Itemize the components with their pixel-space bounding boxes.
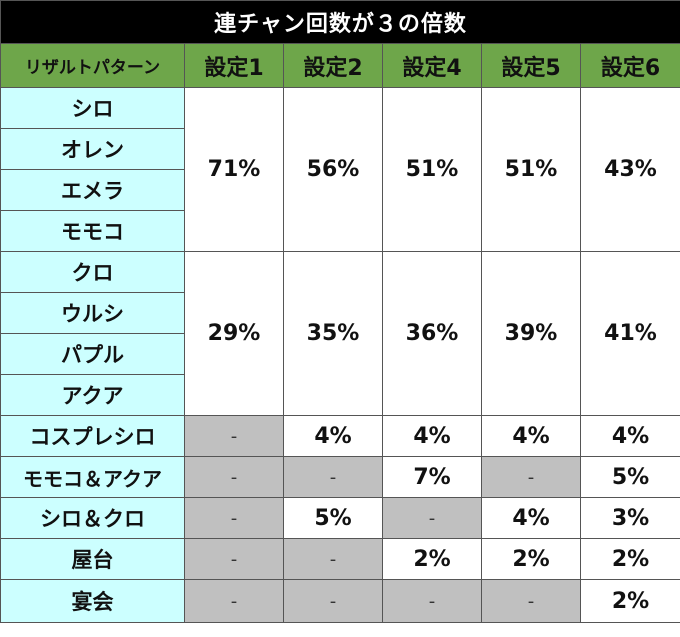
value-cell: 36% [382, 251, 482, 416]
value-cell: - [481, 456, 581, 498]
setting-header-6: 設定6 [580, 43, 680, 88]
value-cell: 43% [580, 87, 680, 252]
value-cell: - [481, 579, 581, 623]
value-cell: 4% [382, 415, 482, 457]
table-row: モモコ＆アクア - - 7% - 5% [0, 456, 680, 498]
value-cell: 71% [184, 87, 284, 252]
value-cell: 4% [580, 415, 680, 457]
pattern-label: シロ＆クロ [0, 497, 185, 539]
value-cell: 5% [283, 497, 383, 539]
pattern-label: 宴会 [0, 579, 185, 623]
table-row: 屋台 - - 2% 2% 2% [0, 538, 680, 580]
table-row: シロ 71% 56% 51% 51% 43% [0, 87, 680, 252]
table-row: クロ 29% 35% 36% 39% 41% [0, 251, 680, 416]
setting-header-1: 設定1 [184, 43, 284, 88]
value-cell: - [283, 579, 383, 623]
value-cell: 4% [481, 497, 581, 539]
value-cell: - [184, 538, 284, 580]
pattern-label: モモコ [0, 210, 185, 252]
value-cell: - [382, 497, 482, 539]
pattern-label: エメラ [0, 169, 185, 211]
value-cell: 35% [283, 251, 383, 416]
value-cell: - [184, 456, 284, 498]
table-title: 連チャン回数が３の倍数 [0, 0, 680, 44]
table-row: シロ＆クロ - 5% - 4% 3% [0, 497, 680, 539]
pattern-label: シロ [0, 87, 185, 129]
value-cell: 3% [580, 497, 680, 539]
value-cell: 7% [382, 456, 482, 498]
setting-header-4: 設定4 [382, 43, 482, 88]
value-cell: - [184, 415, 284, 457]
pattern-label: コスプレシロ [0, 415, 185, 457]
value-cell: - [283, 456, 383, 498]
value-cell: - [184, 579, 284, 623]
value-cell: 29% [184, 251, 284, 416]
value-cell: 51% [382, 87, 482, 252]
setting-header-5: 設定5 [481, 43, 581, 88]
table-row: ウルシ [0, 292, 680, 334]
table-row: オレン [0, 128, 680, 170]
pattern-label: ウルシ [0, 292, 185, 334]
setting-header-2: 設定2 [283, 43, 383, 88]
value-cell: 2% [580, 538, 680, 580]
pattern-label: アクア [0, 374, 185, 416]
value-cell: 56% [283, 87, 383, 252]
value-cell: - [283, 538, 383, 580]
pattern-label: モモコ＆アクア [0, 456, 185, 498]
value-cell: - [382, 579, 482, 623]
value-cell: 2% [481, 538, 581, 580]
table-row: アクア [0, 374, 680, 416]
value-cell: - [184, 497, 284, 539]
table-row: 宴会 - - - - 2% [0, 579, 680, 623]
table-row: エメラ [0, 169, 680, 211]
pattern-label: クロ [0, 251, 185, 293]
value-cell: 51% [481, 87, 581, 252]
pattern-label: オレン [0, 128, 185, 170]
pattern-label: パプル [0, 333, 185, 375]
table-row: パプル [0, 333, 680, 375]
value-cell: 39% [481, 251, 581, 416]
value-cell: 4% [283, 415, 383, 457]
pattern-label: 屋台 [0, 538, 185, 580]
table-row: コスプレシロ - 4% 4% 4% 4% [0, 415, 680, 457]
probability-table: 連チャン回数が３の倍数 リザルトパターン 設定1 設定2 設定4 設定5 設定6… [0, 0, 680, 623]
value-cell: 41% [580, 251, 680, 416]
value-cell: 2% [382, 538, 482, 580]
value-cell: 2% [580, 579, 680, 623]
value-cell: 4% [481, 415, 581, 457]
pattern-header: リザルトパターン [0, 43, 185, 88]
value-cell: 5% [580, 456, 680, 498]
